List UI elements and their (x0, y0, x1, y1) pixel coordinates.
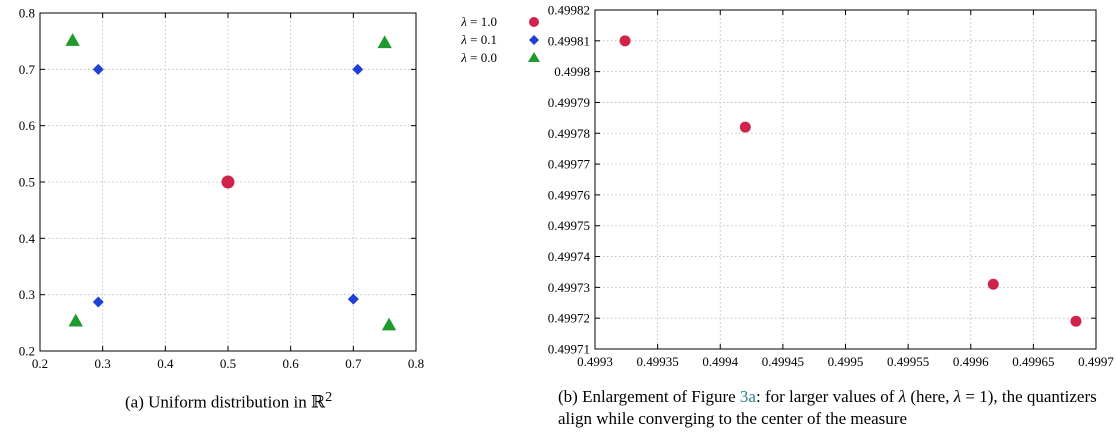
legend-label-2: λ = 0.1 (460, 32, 497, 47)
legend-label-3: λ = 0.0 (460, 50, 497, 65)
y-tick-label: 0.3 (19, 287, 35, 302)
caption-b-part4: = 1), the quantizers align while converg… (558, 387, 1097, 428)
x-tick-label: 0.4993 (577, 354, 613, 369)
data-point-diamond (92, 296, 104, 308)
x-tick-label: 0.3 (95, 356, 111, 371)
legend: λ = 1.0 λ = 0.1 λ = 0.0 (460, 14, 540, 65)
legend-marker-triangle (528, 52, 540, 62)
caption-b-lambda: λ (953, 387, 962, 406)
caption-a-superscript: 2 (325, 389, 333, 405)
legend-marker-diamond (529, 35, 539, 45)
y-tick-label: 0.49979 (548, 95, 590, 110)
data-point-triangle (381, 317, 397, 331)
y-tick-label: 0.49971 (548, 342, 590, 357)
legend-item: λ = 0.0 (460, 50, 540, 65)
caption-b-part2: : for larger values of (755, 387, 899, 406)
legend-label-1: λ = 1.0 (460, 14, 497, 29)
data-point-circle (739, 121, 751, 133)
grid-lines (595, 10, 1096, 349)
y-tick-label: 0.49977 (548, 157, 591, 172)
panel-a: 0.2 0.3 0.4 0.5 0.6 0.7 0.8 0.2 0.3 0.4 0.5 0.6 0.7 0… (19, 6, 424, 372)
x-tick-label: 0.4994 (702, 354, 738, 369)
y-tick-label: 0.4 (19, 231, 36, 246)
x-tick-label: 0.4995 (828, 354, 864, 369)
y-tick-label: 0.6 (19, 118, 36, 133)
x-tick-label: 0.49955 (887, 354, 929, 369)
y-tick-label: 0.49974 (548, 249, 591, 264)
data-points (65, 33, 397, 331)
caption-b-part1: (b) Enlargement of Figure (558, 387, 740, 406)
data-point-circle (1070, 315, 1082, 327)
y-tick-label: 0.49975 (548, 218, 590, 233)
x-tick-label: 0.7 (345, 356, 362, 371)
x-tick-label: 0.49945 (762, 354, 804, 369)
figure-reference-link[interactable]: 3a (739, 387, 756, 406)
caption-b: (b) Enlargement of Figure 3a: for larger… (558, 386, 1116, 430)
caption-b-part3: (here, (906, 387, 954, 406)
caption-a: (a) Uniform distribution in ℝ2 (125, 386, 332, 414)
x-tick-label: 0.4996 (953, 354, 989, 369)
data-point-diamond (92, 63, 104, 75)
data-point-circle (987, 278, 999, 290)
data-point-triangle (377, 35, 392, 49)
y-tick-label: 0.49982 (548, 3, 590, 18)
data-point-triangle (68, 313, 83, 327)
data-point-circle (619, 35, 631, 47)
data-point-circle (221, 175, 235, 189)
data-points (619, 35, 1082, 327)
y-tick-label: 0.49972 (548, 311, 590, 326)
x-tick-label: 0.8 (408, 356, 424, 371)
caption-a-text: (a) Uniform distribution in ℝ (125, 392, 326, 412)
axis-ticks: 0.4993 0.49935 0.4994 0.49945 0.4995 0.49955 0… (548, 3, 1115, 370)
x-tick-label: 0.5 (220, 356, 236, 371)
legend-item: λ = 0.1 (460, 32, 539, 47)
y-tick-label: 0.49973 (548, 280, 590, 295)
caption-b-lambda: λ (898, 387, 907, 406)
y-tick-label: 0.5 (19, 175, 35, 190)
x-tick-label: 0.4997 (1078, 354, 1114, 369)
y-tick-label: 0.4998 (554, 64, 590, 79)
y-tick-label: 0.49981 (548, 33, 590, 48)
x-tick-label: 0.6 (283, 356, 300, 371)
y-tick-label: 0.8 (19, 6, 35, 21)
y-tick-label: 0.49976 (548, 187, 591, 202)
y-tick-label: 0.49978 (548, 126, 590, 141)
x-tick-label: 0.49965 (1012, 354, 1054, 369)
legend-marker-circle (529, 17, 539, 27)
axis-ticks: 0.2 0.3 0.4 0.5 0.6 0.7 0.8 0.2 0.3 0.4 0.5 0.6 0.7 0… (19, 6, 424, 372)
figure-canvas: 0.2 0.3 0.4 0.5 0.6 0.7 0.8 0.2 0.3 0.4 0.5 0.6 0.7 0… (19, 3, 1115, 372)
panel-b: 0.4993 0.49935 0.4994 0.49945 0.4995 0.49955 0… (548, 3, 1115, 370)
x-tick-label: 0.4 (157, 356, 174, 371)
y-tick-label: 0.2 (19, 344, 35, 359)
y-tick-label: 0.7 (19, 62, 36, 77)
x-tick-label: 0.2 (32, 356, 48, 371)
legend-item: λ = 1.0 (460, 14, 539, 29)
data-point-triangle (65, 33, 80, 46)
data-point-diamond (352, 63, 364, 75)
x-tick-label: 0.49935 (637, 354, 679, 369)
data-point-diamond (347, 293, 359, 305)
